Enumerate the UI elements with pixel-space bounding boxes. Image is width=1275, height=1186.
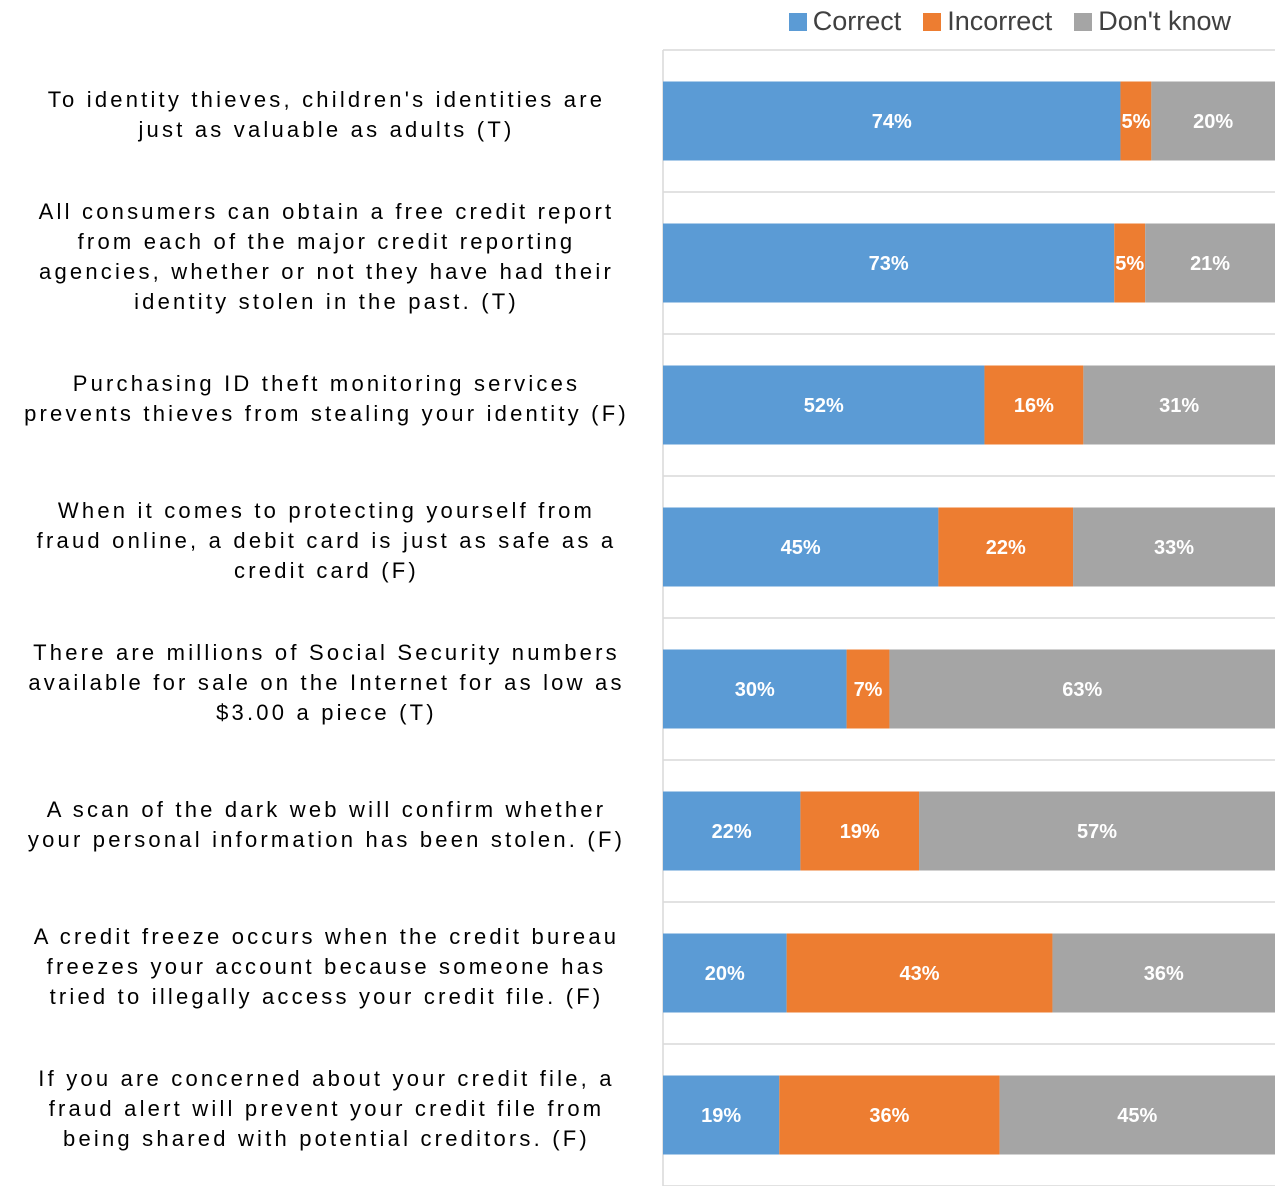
- category-label-line: your personal information has been stole…: [27, 827, 626, 852]
- bar-don-t-know-3: [1083, 365, 1275, 445]
- bar-incorrect-5: [846, 649, 890, 729]
- category-label-3: Purchasing ID theft monitoring services p…: [0, 369, 643, 429]
- bar-incorrect-8: [779, 1075, 1000, 1155]
- category-label-line: identity stolen in the past. (T): [134, 289, 519, 314]
- data-label-don-t-know-3: 31%: [1159, 395, 1199, 417]
- data-label-don-t-know-8: 45%: [1117, 1105, 1157, 1127]
- category-label-7: A credit freeze occurs when the credit b…: [0, 922, 643, 1012]
- bar-don-t-know-2: [1145, 223, 1275, 303]
- data-label-correct-7: 20%: [705, 963, 745, 985]
- data-label-correct-4: 45%: [781, 537, 821, 559]
- legend-item-correct: Correct: [788, 6, 902, 37]
- legend-item-dont-know: Don't know: [1074, 6, 1231, 37]
- bar-incorrect-6: [800, 791, 920, 871]
- bar-correct-2: [663, 223, 1115, 303]
- data-label-don-t-know-2: 21%: [1190, 253, 1230, 275]
- bar-don-t-know-5: [889, 649, 1275, 729]
- data-label-correct-3: 52%: [804, 395, 844, 417]
- bar-don-t-know-7: [1052, 933, 1275, 1013]
- category-label-line: To identity thieves, children's identiti…: [47, 87, 606, 112]
- category-label-4: When it comes to protecting yourself fro…: [0, 496, 643, 586]
- category-label-line: credit card (F): [234, 558, 419, 583]
- data-label-don-t-know-5: 63%: [1062, 679, 1102, 701]
- data-label-correct-1: 74%: [872, 111, 912, 133]
- data-label-incorrect-2: 5%: [1115, 253, 1144, 275]
- data-label-correct-5: 30%: [735, 679, 775, 701]
- bar-correct-7: [663, 933, 787, 1013]
- legend-label-incorrect: Incorrect: [947, 6, 1053, 36]
- bar-incorrect-7: [786, 933, 1053, 1013]
- legend-item-incorrect: Incorrect: [923, 6, 1052, 37]
- category-label-8: If you are concerned about your credit f…: [0, 1064, 643, 1154]
- category-label-line: All consumers can obtain a free credit r…: [38, 199, 615, 224]
- bar-correct-5: [663, 649, 847, 729]
- bar-incorrect-1: [1120, 81, 1152, 161]
- category-label-line: available for sale on the Internet for a…: [28, 670, 625, 695]
- bar-don-t-know-4: [1073, 507, 1275, 587]
- category-label-line: $3.00 a piece (T): [216, 700, 437, 725]
- data-label-incorrect-8: 36%: [869, 1105, 909, 1127]
- data-label-don-t-know-1: 20%: [1193, 111, 1233, 133]
- category-label-line: from each of the major credit reporting: [77, 229, 576, 254]
- data-label-correct-6: 22%: [712, 821, 752, 843]
- bar-correct-4: [663, 507, 939, 587]
- category-label-2: All consumers can obtain a free credit r…: [0, 197, 643, 317]
- legend-swatch-dont-know: [1074, 12, 1093, 31]
- category-label-line: tried to illegally access your credit fi…: [49, 984, 604, 1009]
- legend-label-dont-know: Don't know: [1098, 6, 1231, 36]
- bar-correct-3: [663, 365, 985, 445]
- data-label-don-t-know-6: 57%: [1077, 821, 1117, 843]
- category-label-line: agencies, whether or not they have had t…: [39, 259, 614, 284]
- data-label-incorrect-6: 19%: [840, 821, 880, 843]
- data-label-don-t-know-4: 33%: [1154, 537, 1194, 559]
- category-label-line: When it comes to protecting yourself fro…: [57, 498, 596, 523]
- bar-incorrect-4: [938, 507, 1074, 587]
- category-label-line: prevents thieves from stealing your iden…: [24, 401, 629, 426]
- category-label-line: fraud alert will prevent your credit fil…: [48, 1096, 605, 1121]
- category-label-line: fraud online, a debit card is just as sa…: [36, 528, 617, 553]
- category-label-line: just as valuable as adults (T): [138, 117, 515, 142]
- data-label-incorrect-5: 7%: [854, 679, 883, 701]
- legend-swatch-incorrect: [923, 12, 942, 31]
- legend-swatch-correct: [788, 12, 807, 31]
- category-label-line: A scan of the dark web will confirm whet…: [46, 797, 607, 822]
- data-label-incorrect-4: 22%: [986, 537, 1026, 559]
- bar-incorrect-3: [984, 365, 1084, 445]
- bar-don-t-know-6: [919, 791, 1275, 871]
- legend-label-correct: Correct: [812, 6, 902, 36]
- chart-legend: Correct Incorrect Don't know: [788, 6, 1231, 37]
- category-label-1: To identity thieves, children's identiti…: [0, 85, 643, 145]
- category-label-line: A credit freeze occurs when the credit b…: [33, 924, 620, 949]
- category-label-line: If you are concerned about your credit f…: [38, 1066, 615, 1091]
- bar-correct-6: [663, 791, 801, 871]
- category-label-5: There are millions of Social Security nu…: [0, 638, 643, 728]
- category-label-line: Purchasing ID theft monitoring services: [72, 371, 581, 396]
- data-label-incorrect-3: 16%: [1014, 395, 1054, 417]
- bar-correct-8: [663, 1075, 780, 1155]
- category-label-6: A scan of the dark web will confirm whet…: [0, 795, 643, 855]
- data-label-correct-8: 19%: [701, 1105, 741, 1127]
- data-label-correct-2: 73%: [869, 253, 909, 275]
- bar-incorrect-2: [1114, 223, 1146, 303]
- category-label-line: There are millions of Social Security nu…: [33, 640, 620, 665]
- category-label-line: freezes your account because someone has: [46, 954, 607, 979]
- data-label-incorrect-7: 43%: [900, 963, 940, 985]
- bar-don-t-know-1: [1151, 81, 1275, 161]
- bar-correct-1: [663, 81, 1121, 161]
- data-label-don-t-know-7: 36%: [1144, 963, 1184, 985]
- data-label-incorrect-1: 5%: [1121, 111, 1150, 133]
- bar-don-t-know-8: [999, 1075, 1275, 1155]
- category-label-line: being shared with potential creditors. (…: [63, 1126, 590, 1151]
